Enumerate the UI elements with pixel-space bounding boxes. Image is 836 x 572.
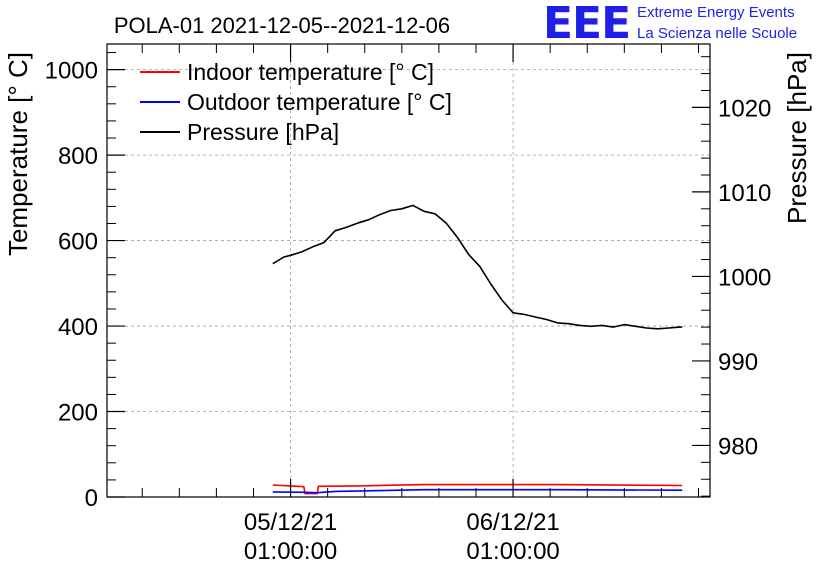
logo-mark: EEE [543, 0, 631, 49]
legend-entry-outdoor-label: Outdoor temperature [° C] [187, 89, 452, 115]
legend-entry-indoor-label: Indoor temperature [° C] [187, 59, 434, 85]
logo-line-2: La Scienza nelle Scuole [637, 25, 798, 42]
y-tick-label: 400 [58, 314, 98, 341]
y-tick-label: 600 [58, 229, 98, 256]
x-tick-label-time: 01:00:00 [244, 538, 337, 565]
x-tick-label-date: 05/12/21 [244, 509, 337, 536]
y2-tick-label: 1000 [718, 264, 771, 291]
y2-axis-label: Pressure [hPa] [782, 52, 812, 224]
legend: Indoor temperature [° C] Outdoor temperat… [140, 59, 452, 145]
axes: 0 200 400 600 800 1000 980 990 1000 1010 1020 05/12… [45, 44, 771, 565]
plot-area [272, 204, 683, 495]
y-tick-label: 1000 [45, 58, 98, 85]
y2-tick-label: 980 [718, 433, 758, 460]
y-axis-label: Temperature [° C] [3, 52, 33, 256]
grid-lines [107, 44, 710, 497]
pressure-line [272, 204, 683, 330]
x-tick-label-time: 01:00:00 [466, 538, 559, 565]
plot-frame [106, 43, 711, 498]
y2-tick-label: 1010 [718, 180, 771, 207]
y-tick-label: 0 [85, 485, 98, 512]
y-tick-label: 800 [58, 143, 98, 170]
indoor-temperature-line [272, 483, 683, 495]
legend-entry-pressure-label: Pressure [hPa] [187, 119, 339, 145]
logo-line-1: Extreme Energy Events [637, 4, 795, 21]
eee-logo: EEE Extreme Energy Events La Scienza nel… [543, 2, 833, 46]
chart-title: POLA-01 2021-12-05--2021-12-06 [114, 13, 450, 38]
y2-tick-label: 990 [718, 349, 758, 376]
x-tick-label-date: 06/12/21 [466, 509, 559, 536]
y2-tick-label: 1020 [718, 95, 771, 122]
outdoor-temperature-line [272, 488, 683, 494]
y-tick-label: 200 [58, 400, 98, 427]
